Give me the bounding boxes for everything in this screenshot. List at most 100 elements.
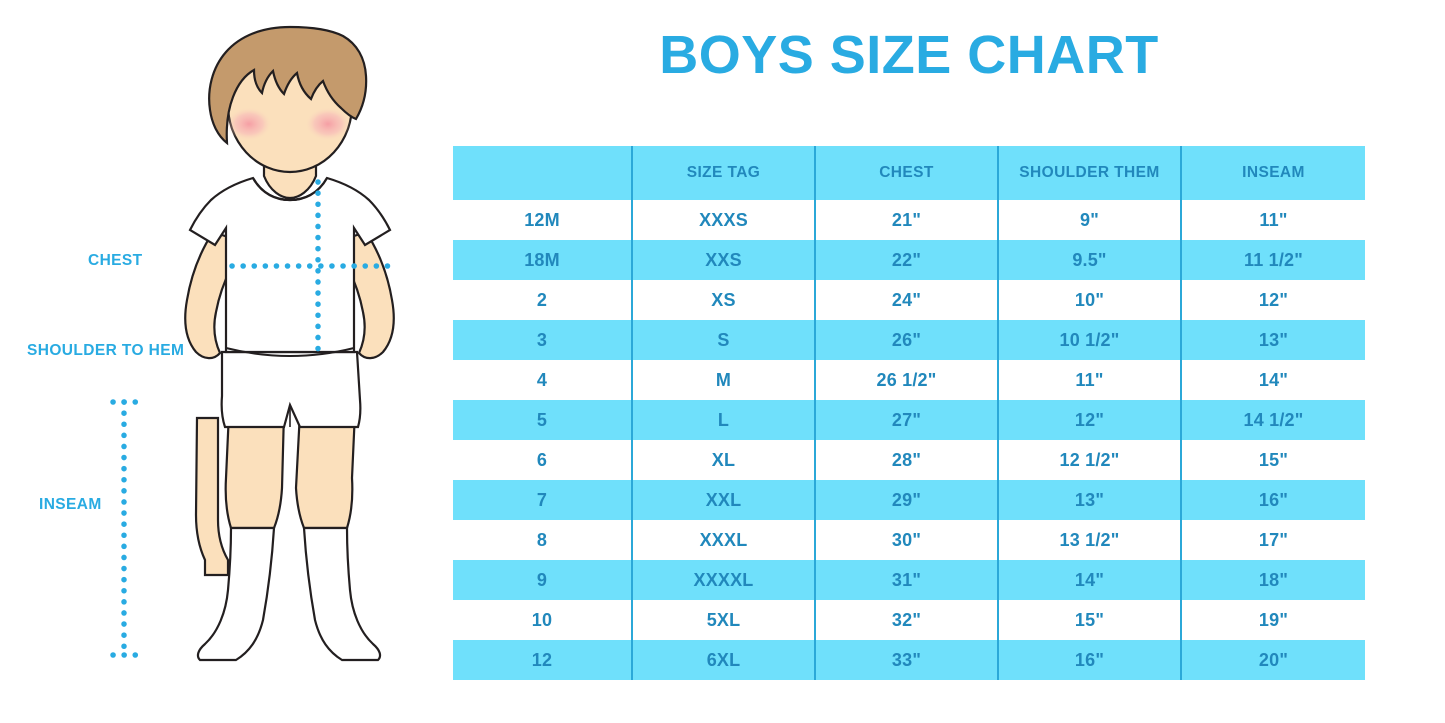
table-column-header-blank [453, 146, 632, 200]
cell-chest: 22" [814, 240, 998, 280]
cell-chest: 33" [814, 640, 998, 680]
page-title: BOYS SIZE CHART [659, 25, 1159, 85]
table-row: 18M XXS 22" 9.5" 11 1/2" [453, 240, 1365, 280]
cell-size-tag: XXS [631, 240, 815, 280]
cell-inseam: 17" [1180, 520, 1365, 560]
figure-arms-group [184, 230, 395, 360]
table-row: 2 XS 24" 10" 12" [453, 280, 1365, 320]
cell-age: 6 [453, 440, 632, 480]
table-header-row: SIZE TAG CHEST SHOULDER THEM INSEAM [453, 146, 1365, 200]
cell-size-tag: XL [631, 440, 815, 480]
cell-shoulder-them: 13 1/2" [997, 520, 1181, 560]
cell-inseam: 16" [1180, 480, 1365, 520]
cell-age: 18M [453, 240, 632, 280]
cell-size-tag: XXL [631, 480, 815, 520]
figure-legs-group [194, 410, 382, 662]
table-row: 5 L 27" 12" 14 1/2" [453, 400, 1365, 440]
blush-left [226, 107, 272, 141]
cell-size-tag: XXXL [631, 520, 815, 560]
cell-shoulder-them: 12" [997, 400, 1181, 440]
table-row: 4 M 26 1/2" 11" 14" [453, 360, 1365, 400]
cell-age: 3 [453, 320, 632, 360]
chest-measurement-label: CHEST [88, 252, 143, 269]
hair [208, 25, 368, 146]
cell-age: 7 [453, 480, 632, 520]
left-leg [194, 416, 230, 577]
cell-shoulder-them: 12 1/2" [997, 440, 1181, 480]
cell-chest: 26" [814, 320, 998, 360]
size-chart-table: SIZE TAG CHEST SHOULDER THEM INSEAM 12M XXXS… [453, 146, 1365, 680]
table-body: 12M XXXS 21" 9" 11" 18M XXS 22" 9.5" 11 1/2" 2 XS 24… [453, 200, 1365, 680]
table-row: 9 XXXXL 31" 14" 18" [453, 560, 1365, 600]
table-row: 12M XXXS 21" 9" 11" [453, 200, 1365, 240]
cell-inseam: 13" [1180, 320, 1365, 360]
cell-size-tag: 6XL [631, 640, 815, 680]
table-column-header-shoulder-them: SHOULDER THEM [997, 146, 1181, 200]
cell-inseam: 11 1/2" [1180, 240, 1365, 280]
cell-size-tag: S [631, 320, 815, 360]
cell-inseam: 18" [1180, 560, 1365, 600]
cell-age: 5 [453, 400, 632, 440]
cell-chest: 31" [814, 560, 998, 600]
measurement-guides [110, 179, 401, 658]
cell-size-tag: L [631, 400, 815, 440]
cell-inseam: 12" [1180, 280, 1365, 320]
table-row: 10 5XL 32" 15" 19" [453, 600, 1365, 640]
collar [252, 177, 328, 202]
left-thigh [224, 410, 286, 530]
cell-shoulder-them: 10" [997, 280, 1181, 320]
cell-shoulder-them: 9" [997, 200, 1181, 240]
inseam-measurement-label: INSEAM [39, 496, 102, 513]
cell-age: 9 [453, 560, 632, 600]
cell-chest: 24" [814, 280, 998, 320]
cell-size-tag: 5XL [631, 600, 815, 640]
shirt-hem [225, 347, 355, 358]
figure-shorts-group [220, 350, 362, 429]
cell-shoulder-them: 15" [997, 600, 1181, 640]
shoulder-to-hem-measurement-label: SHOULDER TO HEM [27, 342, 185, 359]
cell-chest: 28" [814, 440, 998, 480]
cell-age: 12M [453, 200, 632, 240]
cell-chest: 32" [814, 600, 998, 640]
cell-shoulder-them: 14" [997, 560, 1181, 600]
cell-shoulder-them: 13" [997, 480, 1181, 520]
cell-chest: 21" [814, 200, 998, 240]
cell-size-tag: XS [631, 280, 815, 320]
table-row: 8 XXXL 30" 13 1/2" 17" [453, 520, 1365, 560]
table-column-header-chest: CHEST [814, 146, 998, 200]
table-row: 6 XL 28" 12 1/2" 15" [453, 440, 1365, 480]
cell-shoulder-them: 10 1/2" [997, 320, 1181, 360]
cell-inseam: 14" [1180, 360, 1365, 400]
cell-age: 4 [453, 360, 632, 400]
shorts [220, 350, 362, 429]
cell-inseam: 20" [1180, 640, 1365, 680]
cell-age: 2 [453, 280, 632, 320]
table-row: 7 XXL 29" 13" 16" [453, 480, 1365, 520]
blush-right [305, 107, 351, 141]
cell-shoulder-them: 9.5" [997, 240, 1181, 280]
cell-chest: 27" [814, 400, 998, 440]
cell-shoulder-them: 11" [997, 360, 1181, 400]
cell-size-tag: XXXS [631, 200, 815, 240]
table-column-header-inseam: INSEAM [1180, 146, 1365, 200]
left-sock [196, 526, 276, 662]
table-row: 3 S 26" 10 1/2" 13" [453, 320, 1365, 360]
figure-head-group [208, 25, 368, 200]
right-sock [302, 526, 382, 662]
right-thigh [294, 410, 357, 530]
cell-shoulder-them: 16" [997, 640, 1181, 680]
left-arm [184, 230, 233, 360]
cell-inseam: 15" [1180, 440, 1365, 480]
cell-chest: 26 1/2" [814, 360, 998, 400]
cell-size-tag: M [631, 360, 815, 400]
right-arm [346, 230, 395, 360]
cell-inseam: 11" [1180, 200, 1365, 240]
table-column-header-size-tag: SIZE TAG [631, 146, 815, 200]
boy-figure-illustration [0, 0, 450, 723]
cell-age: 10 [453, 600, 632, 640]
table-header: SIZE TAG CHEST SHOULDER THEM INSEAM [453, 146, 1365, 200]
cell-chest: 29" [814, 480, 998, 520]
cell-inseam: 19" [1180, 600, 1365, 640]
cell-age: 12 [453, 640, 632, 680]
